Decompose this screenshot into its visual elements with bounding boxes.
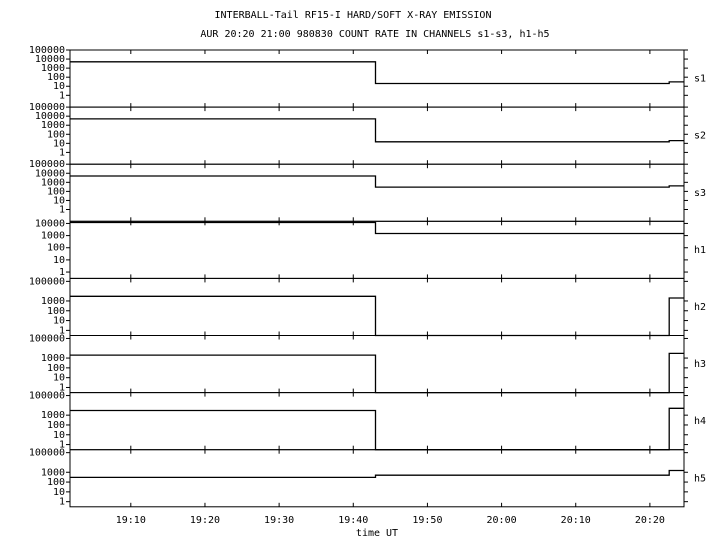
y-tick-label: 1: [59, 440, 65, 451]
y-tick-label: 1000: [41, 467, 65, 478]
y-tick-label: 1: [59, 147, 65, 158]
x-axis-label: time UT: [356, 528, 398, 539]
y-tick-label: 10: [53, 373, 65, 384]
y-tick-label: 100000: [29, 159, 65, 170]
series-line: [70, 469, 684, 479]
y-tick-label: 100: [47, 363, 65, 374]
panel-label: s3: [694, 188, 706, 199]
x-tick-label: 20:20: [635, 515, 665, 526]
y-tick-label: 1: [59, 325, 65, 336]
y-tick-label: 10: [53, 81, 65, 92]
y-tick-label: 100000: [29, 45, 65, 56]
y-tick-label: 100000: [29, 391, 65, 402]
y-tick-label: 1: [59, 382, 65, 393]
y-tick-label: 100000: [29, 276, 65, 287]
y-tick-label: 1000: [41, 120, 65, 131]
y-tick-label: 100: [47, 129, 65, 140]
panel-label: h1: [694, 245, 706, 256]
series-line: [70, 175, 684, 188]
y-tick-label: 100000: [29, 448, 65, 459]
chart-title: INTERBALL-Tail RF15-I HARD/SOFT X-RAY EM…: [215, 10, 492, 21]
y-tick-label: 100: [47, 243, 65, 254]
y-tick-label: 10: [53, 195, 65, 206]
y-tick-label: 10: [53, 138, 65, 149]
y-tick-label: 10: [53, 487, 65, 498]
y-tick-label: 100: [47, 477, 65, 488]
y-tick-label: 100: [47, 186, 65, 197]
y-tick-label: 1: [59, 205, 65, 216]
y-tick-label: 10000: [35, 111, 65, 122]
y-tick-label: 100000: [29, 333, 65, 344]
y-tick-label: 1000: [41, 410, 65, 421]
series-line: [70, 61, 684, 85]
x-tick-label: 20:00: [487, 515, 517, 526]
y-tick-label: 1000: [41, 177, 65, 188]
series-line: [70, 118, 684, 143]
series-line: [70, 221, 684, 235]
y-tick-label: 10000: [35, 54, 65, 65]
x-tick-label: 19:20: [190, 515, 220, 526]
panel-label: h2: [694, 302, 706, 313]
x-tick-label: 20:10: [561, 515, 591, 526]
panel-frame: [69, 449, 685, 508]
panel-label: s1: [694, 74, 706, 85]
y-tick-label: 10: [53, 255, 65, 266]
y-tick-label: 100: [47, 72, 65, 83]
y-tick-label: 10: [53, 430, 65, 441]
panel-label: s2: [694, 131, 706, 142]
y-tick-label: 10000: [35, 218, 65, 229]
y-tick-label: 100: [47, 420, 65, 431]
y-tick-label: 100: [47, 306, 65, 317]
y-tick-label: 1: [59, 497, 65, 508]
x-tick-label: 19:40: [338, 515, 368, 526]
y-tick-label: 1: [59, 90, 65, 101]
y-tick-label: 1000: [41, 353, 65, 364]
chart-subtitle: AUR 20:20 21:00 980830 COUNT RATE IN CHA…: [200, 29, 549, 40]
x-tick-label: 19:30: [264, 515, 294, 526]
y-tick-label: 1: [59, 267, 65, 278]
y-tick-label: 1000: [41, 296, 65, 307]
x-tick-label: 19:10: [116, 515, 146, 526]
x-tick-label: 19:50: [412, 515, 442, 526]
y-tick-label: 10000: [35, 168, 65, 179]
y-tick-label: 100000: [29, 102, 65, 113]
y-tick-label: 1000: [41, 63, 65, 74]
y-tick-label: 1000: [41, 231, 65, 242]
panel-label: h3: [694, 359, 706, 370]
panel-label: h5: [694, 473, 706, 484]
y-tick-label: 10: [53, 316, 65, 327]
panel-label: h4: [694, 416, 706, 427]
